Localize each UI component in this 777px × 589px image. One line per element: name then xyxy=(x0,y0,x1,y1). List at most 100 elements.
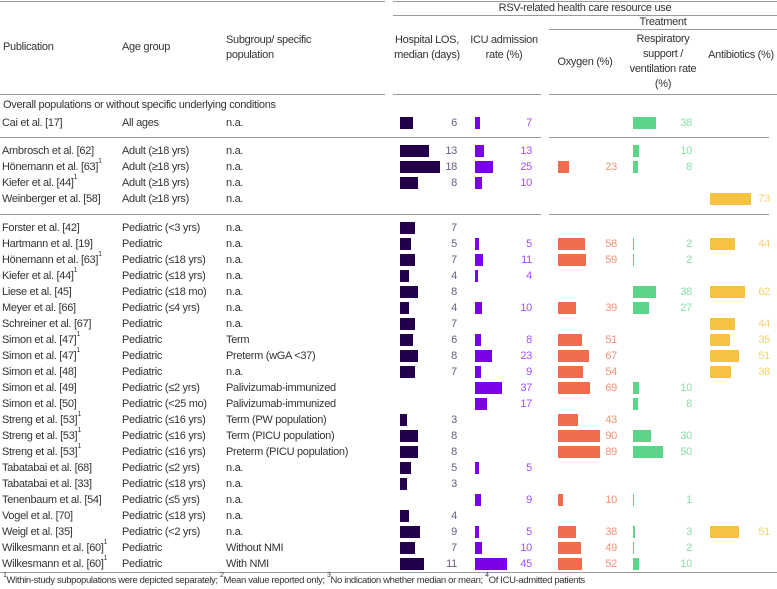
publication: Vogel et al. [70] xyxy=(2,508,73,524)
icu-value: 5 xyxy=(526,238,532,250)
los-value: 5 xyxy=(451,238,457,250)
oxygen-bar xyxy=(558,558,583,570)
subgroup: n.a. xyxy=(226,270,244,282)
publication-text: Simon et al. [47] xyxy=(2,334,77,346)
publication-text: Hönemann et al. [63] xyxy=(2,161,99,173)
los-bar xyxy=(400,558,425,570)
publication: Tabatabai et al. [68] xyxy=(2,460,92,476)
resp-value: 50 xyxy=(680,446,692,458)
publication-text: Wilkesmann et al. [60] xyxy=(2,542,104,554)
age-group: Adult (≥18 yrs) xyxy=(122,193,189,205)
resp-value: 30 xyxy=(680,430,692,442)
publication-text: Vogel et al. [70] xyxy=(2,510,73,522)
los-bar xyxy=(400,430,418,442)
antibiotics-bar xyxy=(710,286,745,298)
col-header-oxygen: Oxygen (%) xyxy=(557,56,613,68)
antibiotics-bar xyxy=(710,334,730,346)
footnote-marker: 1 xyxy=(76,331,80,338)
oxygen-bar xyxy=(558,161,569,173)
icu-value: 45 xyxy=(520,558,532,570)
age-group: Pediatric xyxy=(122,350,163,362)
resp-value: 10 xyxy=(680,145,692,157)
publication-text: Streng et al. [53] xyxy=(2,430,78,442)
age-group: Pediatric xyxy=(122,542,163,554)
antibiotics-value: 44 xyxy=(758,318,770,330)
los-bar xyxy=(400,238,411,250)
publication-text: Tabatabai et al. [68] xyxy=(2,462,92,474)
icu-value: 10 xyxy=(520,542,532,554)
subgroup: n.a. xyxy=(226,302,244,314)
footnote-marker: 1 xyxy=(98,158,102,165)
subgroup: n.a. xyxy=(226,494,244,506)
resp-value: 2 xyxy=(686,238,692,250)
icu-value: 7 xyxy=(526,117,532,129)
los-bar xyxy=(400,270,409,282)
footnote-marker: 1 xyxy=(73,267,78,274)
col-header-resp: Respiratory support / ventilation rate (… xyxy=(629,33,697,90)
los-bar xyxy=(400,318,416,330)
publication: Kiefer et al. [44]1 xyxy=(2,267,78,284)
los-bar xyxy=(400,366,416,378)
publication-text: Streng et al. [53] xyxy=(2,414,78,426)
publication: Simon et al. [47]1 xyxy=(2,347,80,364)
subgroup: Term (PICU population) xyxy=(226,430,335,442)
age-group: Pediatric (≤4 yrs) xyxy=(122,302,200,314)
resp-bar xyxy=(633,286,656,298)
oxygen-bar xyxy=(558,542,582,554)
footnotes: 1Within-study subpopulations were depict… xyxy=(3,572,586,589)
age-group: Pediatric (≤18 yrs) xyxy=(122,510,206,522)
oxygen-value: 43 xyxy=(605,414,617,426)
los-bar xyxy=(400,161,440,173)
los-bar xyxy=(400,177,418,189)
icu-bar xyxy=(475,542,483,554)
footnote-text: Within-study subpopulations were depicte… xyxy=(6,575,220,586)
los-bar xyxy=(400,117,414,129)
publication: Wilkesmann et al. [60]1 xyxy=(2,555,107,572)
footnote-marker: 1 xyxy=(103,539,108,546)
publication: Kiefer et al. [44]1 xyxy=(2,174,78,191)
resp-bar xyxy=(633,558,639,570)
publication: Simon et al. [47]1 xyxy=(2,331,80,348)
los-value: 6 xyxy=(451,334,457,346)
icu-value: 9 xyxy=(526,494,532,506)
footnote-number: 1 xyxy=(3,572,7,579)
age-group: Pediatric (≤18 yrs) xyxy=(122,270,206,282)
antibiotics-value: 73 xyxy=(758,193,770,205)
subgroup: n.a. xyxy=(226,238,244,250)
resp-value: 38 xyxy=(680,117,692,129)
resp-bar xyxy=(633,382,639,394)
oxygen-value: 54 xyxy=(605,366,617,378)
antibiotics-bar xyxy=(710,238,735,250)
icu-value: 11 xyxy=(521,254,532,266)
subgroup: n.a. xyxy=(226,366,244,378)
resp-value: 38 xyxy=(680,286,692,298)
los-value: 4 xyxy=(451,302,457,314)
publication-text: Liese et al. [45] xyxy=(2,286,72,298)
resp-bar xyxy=(633,494,634,506)
footnote-marker: 1 xyxy=(73,174,78,181)
oxygen-value: 67 xyxy=(605,350,617,362)
footnote-text: Of ICU-admitted patients xyxy=(488,575,586,586)
resp-value: 3 xyxy=(686,526,692,538)
los-value: 8 xyxy=(451,177,457,189)
los-bar xyxy=(400,462,411,474)
oxygen-value: 52 xyxy=(605,558,617,570)
group-title: RSV-related health care resource use xyxy=(498,2,672,14)
los-value: 8 xyxy=(451,446,457,458)
resp-bar xyxy=(633,254,635,266)
footnote-number: 4 xyxy=(485,572,489,579)
col-header-antibiotics: Antibiotics (%) xyxy=(708,49,774,61)
age-group: Adult (≥18 yrs) xyxy=(122,145,189,157)
oxygen-bar xyxy=(558,446,600,458)
publication: Tenenbaum et al. [54] xyxy=(2,492,102,508)
publication: Streng et al. [53]1 xyxy=(2,411,81,428)
publication-text: Simon et al. [48] xyxy=(2,366,77,378)
los-value: 3 xyxy=(451,478,457,490)
subgroup: Term (PW population) xyxy=(226,414,327,426)
los-bar xyxy=(400,302,409,314)
subgroup: n.a. xyxy=(226,462,244,474)
oxygen-bar xyxy=(558,366,584,378)
los-bar xyxy=(400,510,409,522)
icu-bar xyxy=(475,177,483,189)
antibiotics-bar xyxy=(710,366,732,378)
